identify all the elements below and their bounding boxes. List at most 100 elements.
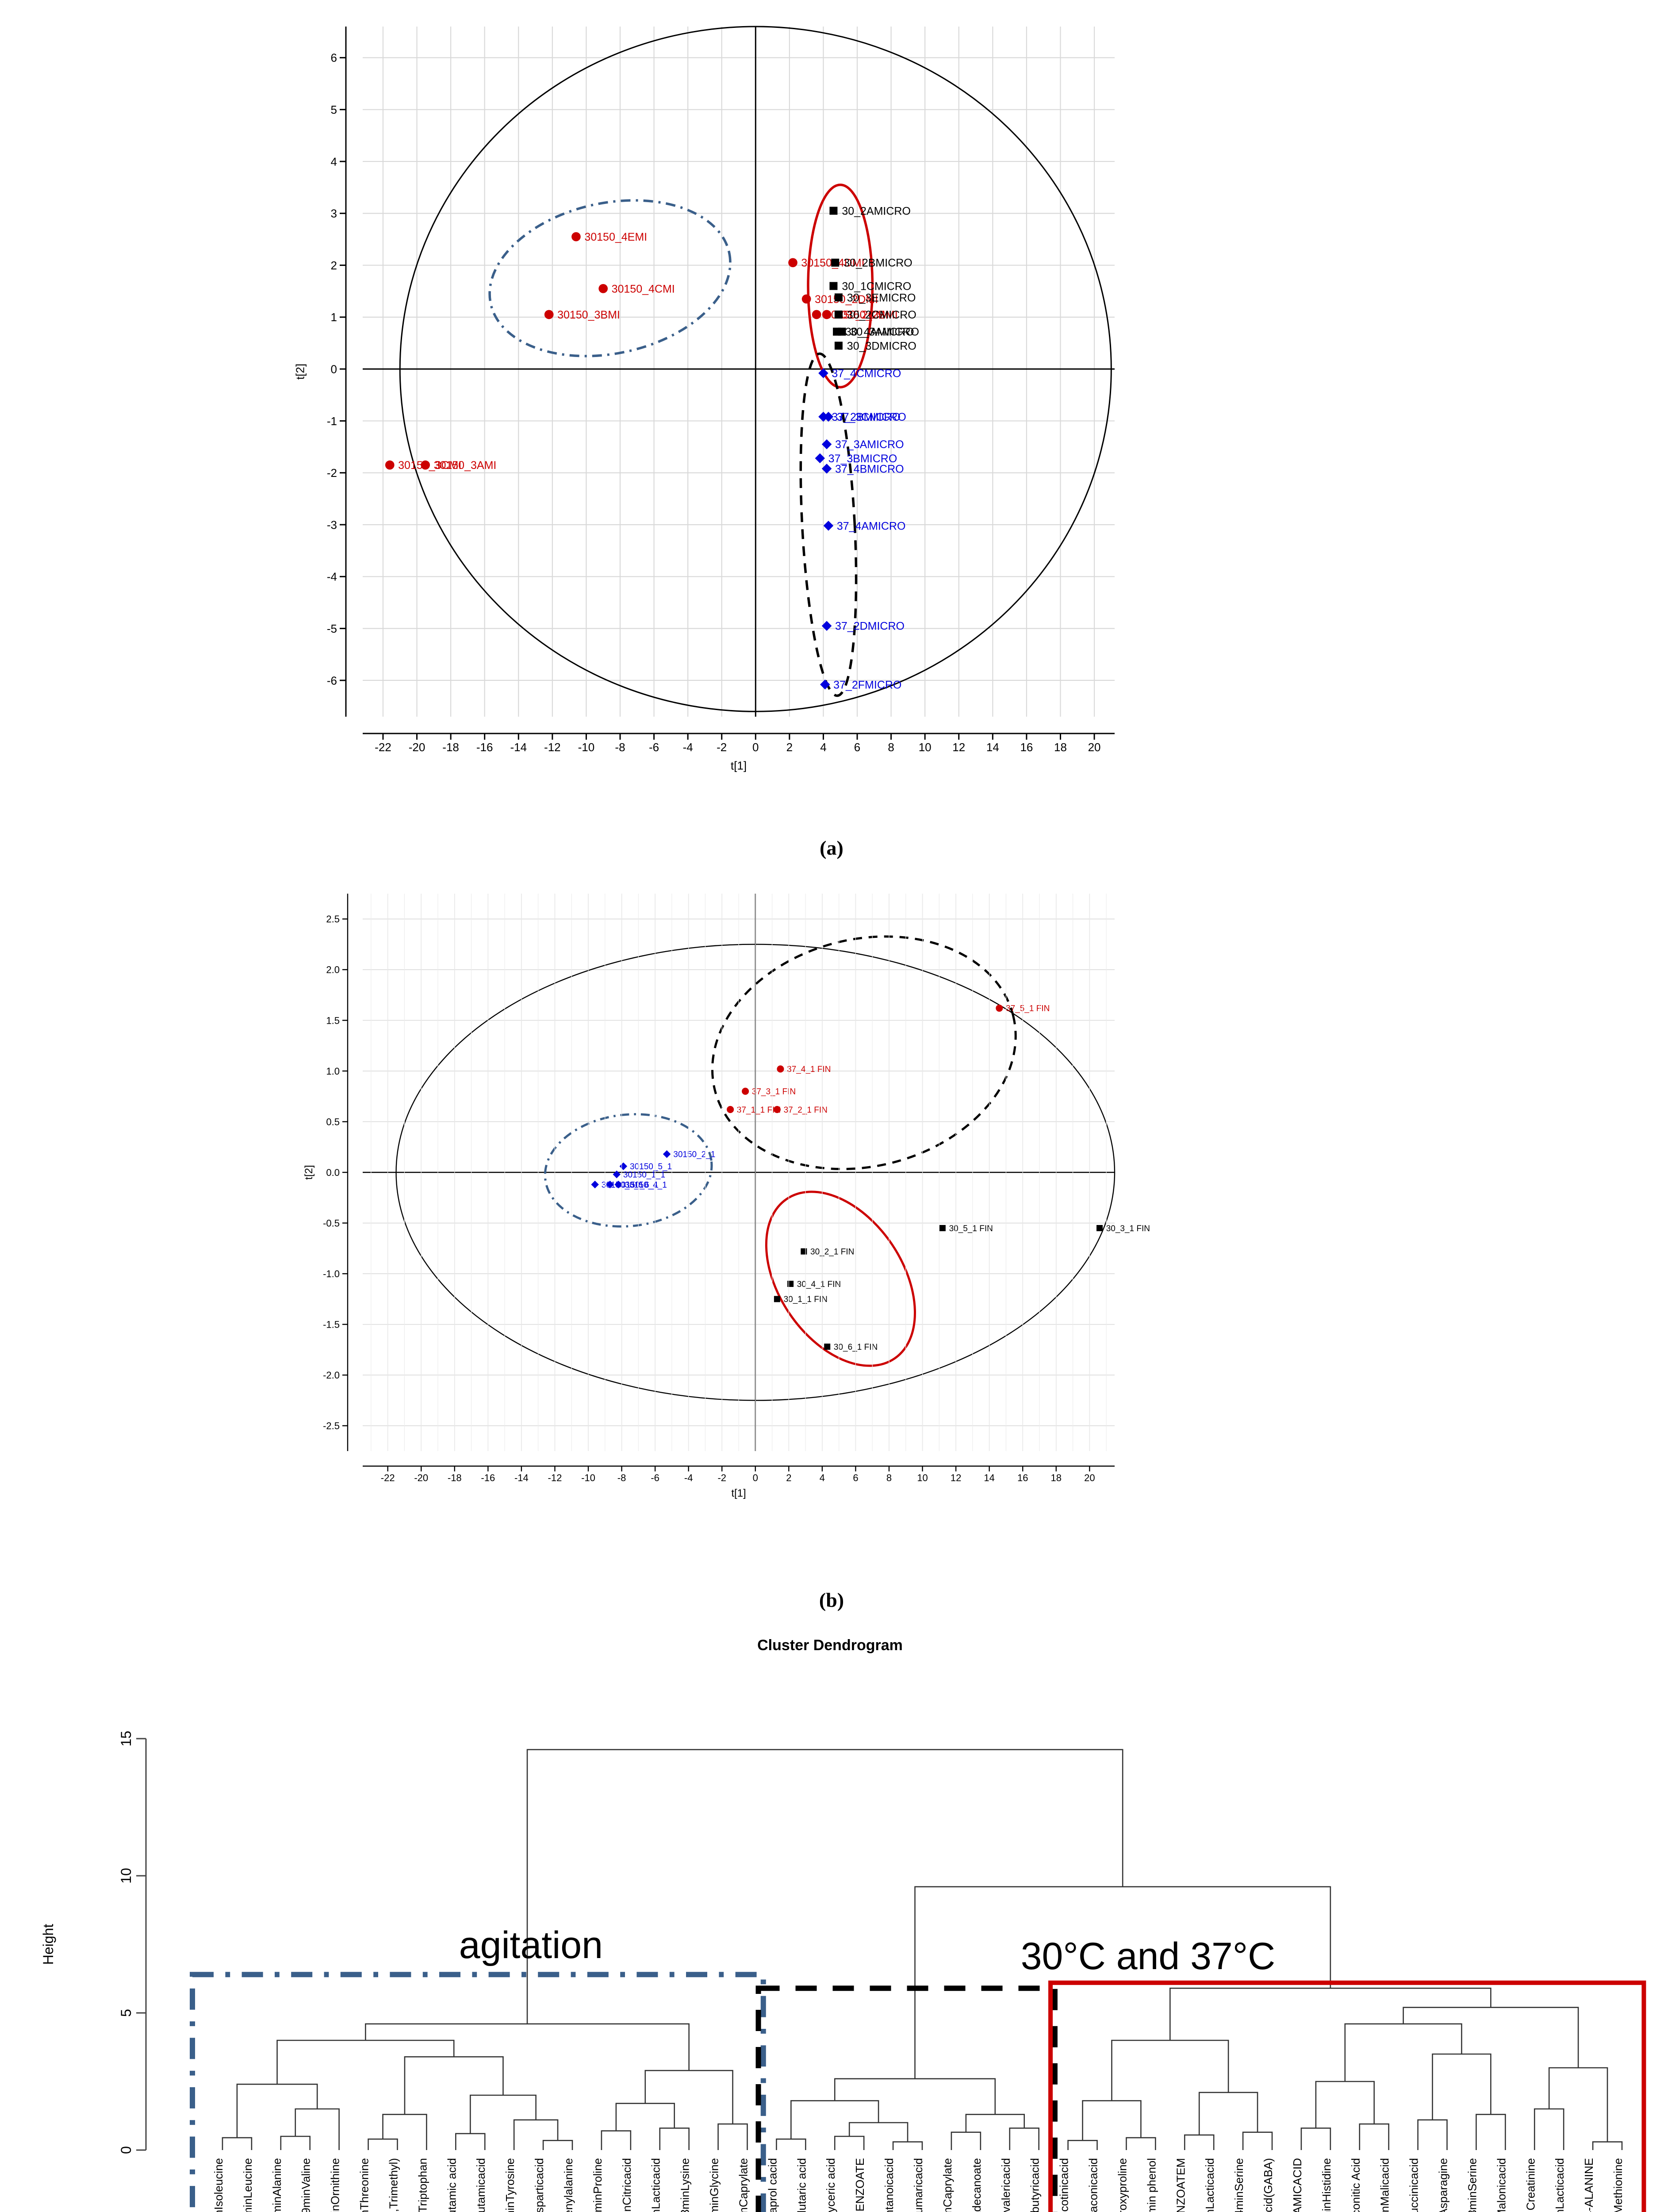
dendrogram-link: [892, 2141, 923, 2150]
point-label: 37_4_1 FIN: [787, 1065, 831, 1074]
dendrogram-link: [1476, 2114, 1506, 2150]
dendrogram-link: [1315, 2081, 1375, 2128]
marker-diamond: [818, 368, 828, 378]
dendrogram-leaf-label: 35.334minTriptophan: [416, 2158, 429, 2212]
marker-diamond: [815, 453, 825, 464]
dendrogram-leaf-label: 13.786minLeucine: [241, 2158, 254, 2212]
marker-diamond: [823, 521, 834, 531]
marker-diamond: [663, 1150, 671, 1158]
annotation-temperature: 30°C and 37°C: [1021, 1935, 1276, 1978]
dendrogram-leaf-label: 18.590minMethionine: [1611, 2158, 1625, 2212]
panel-b-pca-scores: -22 -20 -18 -16 -14 -12 -10 -8 -6 -4 -2 0 2 4 6 8 10 12 14…: [0, 867, 1660, 1610]
point-label: 30150_4_1: [625, 1180, 667, 1190]
y-tick-label: -5: [327, 622, 337, 635]
marker-square: [1096, 1225, 1103, 1231]
panel-c-svg: 0 5 10 15 Height 13.863minIsoleucine 13.786min…: [40, 1731, 1646, 2212]
dendrogram-y-label: Height: [40, 1924, 56, 1965]
point-label: 37_2FMICRO: [833, 679, 901, 691]
x-axis-label: t[1]: [731, 759, 747, 772]
point-label: 30150_2BMI: [835, 309, 898, 321]
x-tick-label: 4: [820, 1472, 825, 1483]
x-tick-label: 20: [1084, 1472, 1095, 1483]
data-point: 30_5_1 FIN: [939, 1224, 993, 1233]
marker-diamond: [606, 1180, 614, 1189]
data-point: 30_3_1 FIN: [1096, 1224, 1150, 1233]
marker-circle: [812, 310, 821, 319]
dendrogram-link: [382, 2114, 427, 2150]
dendrogram-leaf-label: 8.354min(3S)-3-Methyl-2-oxopentanoicacid: [882, 2158, 896, 2212]
dendrogram-link: [790, 2100, 879, 2139]
point-label: 30150_3AMI: [434, 459, 497, 472]
dendrogram-link: [848, 2122, 909, 2142]
dendrogram-leaf-label: 27.283minLysine: [679, 2158, 692, 2212]
dendrogram-link: [834, 2135, 865, 2150]
marker-square: [801, 1248, 807, 1255]
y-tick-label: -1: [327, 415, 337, 428]
data-point: 37_3BMICRO: [815, 453, 897, 465]
data-point: 37_4BMICRO: [821, 463, 904, 475]
dendrogram-link: [1403, 2007, 1579, 2068]
data-point: 30150_1_1: [613, 1170, 665, 1179]
marker-diamond: [820, 680, 830, 690]
dendrogram-link: [526, 1749, 1123, 2024]
dendrogram-leaf-label: 20.228min10.13-dimethyltetradecanoate: [970, 2158, 983, 2212]
dendrogram-leaf-label: 8.041minSuccinicacid: [1407, 2158, 1421, 2212]
x-tick-label: -8: [615, 741, 625, 754]
data-point: 37_1_1 FIN: [727, 1106, 781, 1115]
x-tick-label: -12: [544, 741, 561, 754]
marker-circle: [996, 1004, 1003, 1012]
point-label: 30_2BMICRO: [843, 257, 912, 269]
ellipse-37c-cluster: [711, 935, 1017, 1170]
y-tick-label: -0.5: [323, 1217, 340, 1229]
x-tick-label: -6: [651, 1472, 659, 1483]
y-tick-label: 0.5: [326, 1116, 340, 1127]
marker-diamond: [823, 411, 834, 422]
point-label: 30_2CMICRO: [847, 309, 916, 321]
y-tick-label: 2.5: [326, 914, 340, 925]
dendrogram-link: [1344, 2023, 1462, 2081]
dendrogram-leaf-label: 13.863minIsoleucine: [212, 2158, 225, 2212]
marker-square: [834, 293, 843, 302]
data-point: 30150_3BMI: [544, 309, 620, 321]
marker-circle: [777, 1065, 784, 1073]
y-tick-label: 0: [331, 362, 337, 376]
y-tick-label: -1.5: [323, 1319, 340, 1330]
point-label: 30150_2_1: [673, 1150, 715, 1160]
x-tick-label: -6: [649, 741, 659, 754]
data-point: 30150_2BMI: [822, 309, 898, 321]
data-point: 37_4AMICRO: [823, 520, 905, 532]
data-point: 30150_2DMI: [801, 293, 878, 306]
dendrogram-leaf-label: 10.836minGlycine: [708, 2158, 721, 2212]
point-label: 30_4_1 FIN: [797, 1280, 841, 1289]
x-tick-label: 18: [1054, 741, 1067, 754]
x-tick-label: 4: [820, 741, 826, 754]
x-tick-label: 6: [854, 741, 860, 754]
dendrogram-link: [717, 2123, 748, 2150]
dendrogram-leaf-label: 24.857minOrnithine: [329, 2158, 342, 2212]
x-tick-label: -12: [548, 1472, 562, 1483]
data-point: 30_3DMICRO: [834, 340, 916, 352]
ellipse-37c-cluster: [799, 352, 858, 697]
dendrogram-link: [365, 2023, 690, 2071]
dendrogram-leaf-label: 17.078min5-aminovalericacid: [999, 2158, 1012, 2212]
y-tick-label: 0: [118, 2146, 134, 2154]
data-point: 30150_6_1: [606, 1180, 659, 1190]
dendrogram-link: [513, 2119, 559, 2150]
x-tick-label: -18: [442, 741, 459, 754]
marker-square: [829, 282, 838, 290]
dendrogram-link: [222, 2137, 253, 2150]
data-point: 30150_2_1: [663, 1150, 715, 1160]
marker-circle: [727, 1106, 734, 1114]
point-label: 30_2_1 FIN: [810, 1248, 854, 1257]
dendrogram-link: [1359, 2123, 1389, 2150]
data-point: 30_4AMICRO: [833, 326, 914, 338]
dendrogram-link: [1111, 2039, 1229, 2101]
point-label: 37_2DMICRO: [835, 620, 905, 633]
dendrogram-leaf-label: 9.282minItaconicacid: [1087, 2158, 1100, 2212]
panel-c-dendrogram: 0 5 10 15 Height 13.863minIsoleucine 13.786min…: [0, 1663, 1660, 2212]
x-tick-label: 6: [853, 1472, 858, 1483]
dendrogram-link: [1300, 2128, 1331, 2150]
y-tick-label: 6: [331, 51, 337, 65]
dendrogram-leaf-label: 29.581minTyrosine: [503, 2158, 517, 2212]
